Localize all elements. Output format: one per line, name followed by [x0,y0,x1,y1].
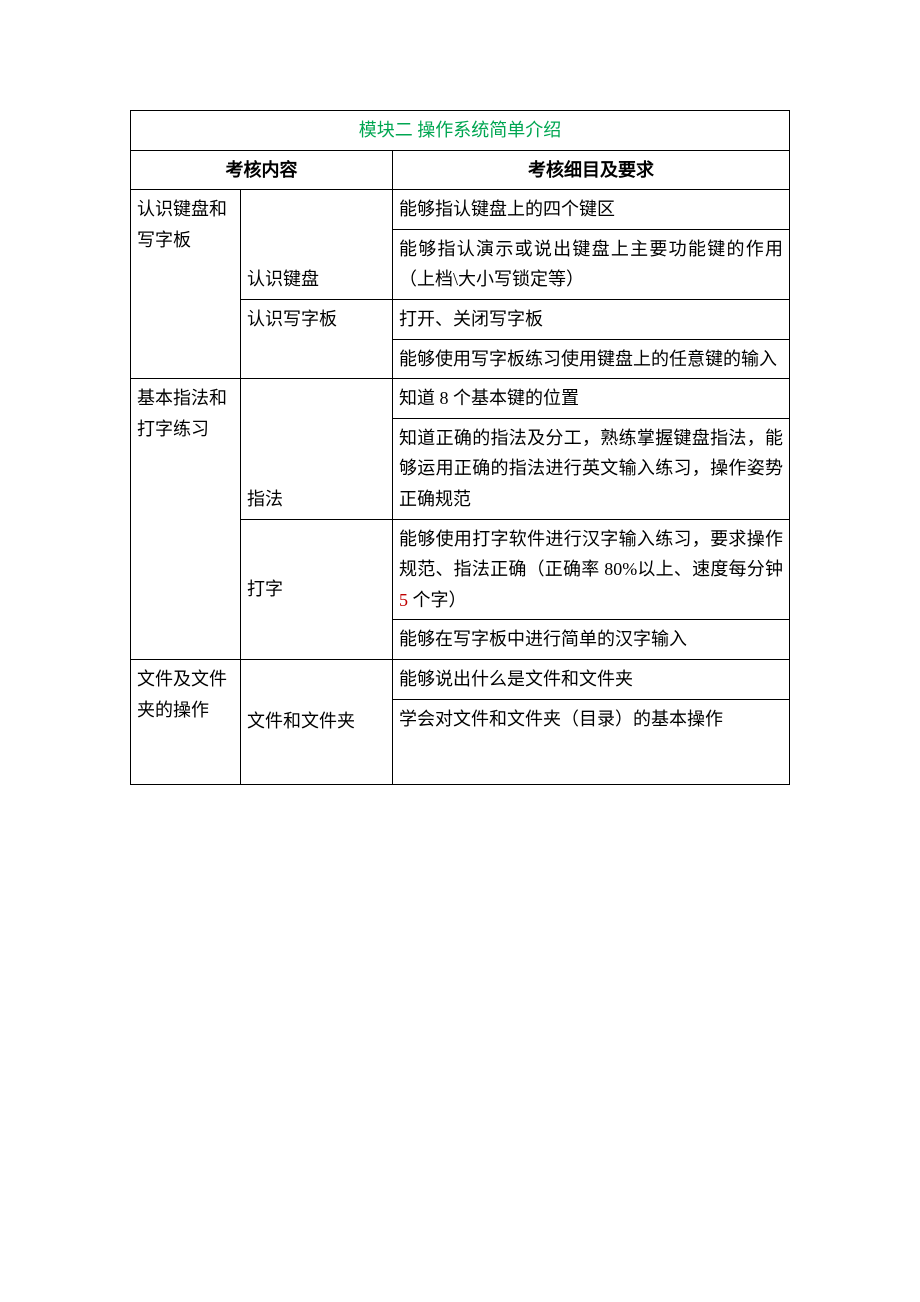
table-row: 考核内容 考核细目及要求 [131,150,790,190]
module-title-cell: 模块二 操作系统简单介绍 [131,111,790,151]
table-row: 基本指法和打字练习 指法 知道 8 个基本键的位置 [131,379,790,419]
subtopic-cell: 打字 [241,519,393,659]
document-page: 模块二 操作系统简单介绍 考核内容 考核细目及要求 认识键盘和写字板 认识键盘 … [0,0,920,1302]
header-content: 考核内容 [131,150,393,190]
subtopic-cell: 文件和文件夹 [241,659,393,784]
subtopic-cell: 认识写字板 [241,299,393,378]
detail-cell: 能够指认演示或说出键盘上主要功能键的作用（上档\大小写锁定等） [393,229,790,299]
detail-cell: 能够说出什么是文件和文件夹 [393,659,790,699]
table-row: 认识键盘和写字板 认识键盘 能够指认键盘上的四个键区 [131,190,790,230]
detail-cell: 打开、关闭写字板 [393,299,790,339]
topic-cell: 基本指法和打字练习 [131,379,241,660]
table-row: 文件及文件夹的操作 文件和文件夹 能够说出什么是文件和文件夹 [131,659,790,699]
detail-cell: 能够使用写字板练习使用键盘上的任意键的输入 [393,339,790,379]
detail-cell: 能够指认键盘上的四个键区 [393,190,790,230]
detail-cell: 学会对文件和文件夹（目录）的基本操作 [393,699,790,784]
detail-text: 能够使用打字软件进行汉字输入练习，要求操作规范、指法正确（正确率 80%以上、速… [399,529,783,580]
assessment-table: 模块二 操作系统简单介绍 考核内容 考核细目及要求 认识键盘和写字板 认识键盘 … [130,110,790,785]
detail-cell: 知道正确的指法及分工，熟练掌握键盘指法，能够运用正确的指法进行英文输入练习，操作… [393,418,790,519]
header-detail: 考核细目及要求 [393,150,790,190]
detail-cell: 能够使用打字软件进行汉字输入练习，要求操作规范、指法正确（正确率 80%以上、速… [393,519,790,620]
subtopic-cell: 认识键盘 [241,190,393,300]
detail-cell: 知道 8 个基本键的位置 [393,379,790,419]
topic-cell: 文件及文件夹的操作 [131,659,241,784]
topic-cell: 认识键盘和写字板 [131,190,241,379]
table-row: 模块二 操作系统简单介绍 [131,111,790,151]
detail-text: 个字） [408,590,467,610]
subtopic-cell: 指法 [241,379,393,519]
red-number: 5 [399,590,408,610]
detail-cell: 能够在写字板中进行简单的汉字输入 [393,620,790,660]
